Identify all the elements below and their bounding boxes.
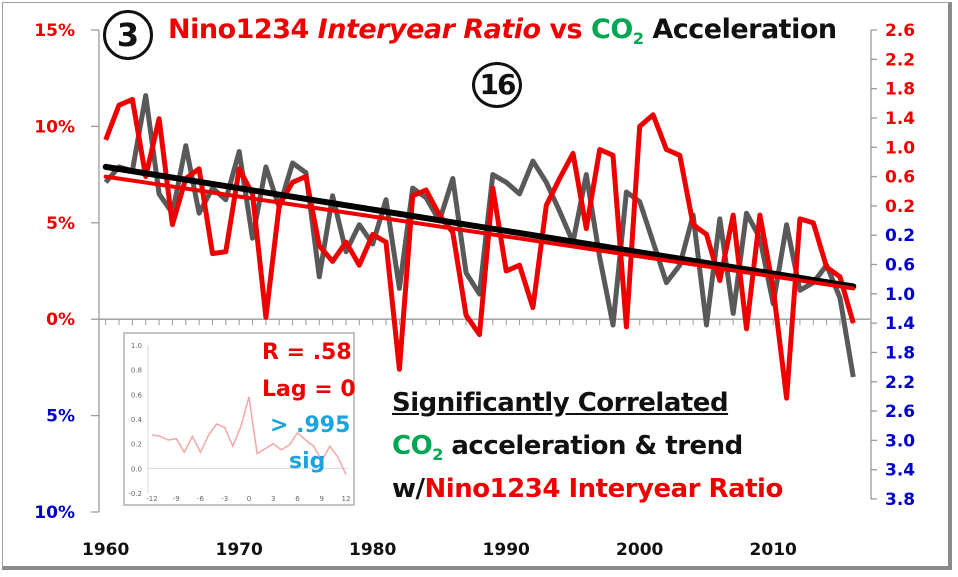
inset-x-tick-label: 3 [271, 495, 275, 503]
right-axis-tick-label: 3.8 [885, 490, 915, 510]
badge-3: 3 [103, 10, 153, 60]
inset-x-tick-label: 6 [295, 495, 300, 503]
title-acceleration: Acceleration [643, 14, 837, 45]
right-axis-tick-label: 1.0 [885, 285, 915, 305]
right-axis-tick-label: 0.2 [885, 226, 915, 246]
inset-y-tick-label: 1.0 [131, 342, 142, 350]
title-co2: CO [591, 14, 633, 45]
right-axis-tick-label: 2.6 [885, 402, 915, 422]
inset-sig-word: sig [289, 449, 326, 474]
right-axis-tick-label: 2.2 [885, 50, 915, 70]
annotation-acceleration-trend: acceleration & trend [442, 431, 743, 461]
title-nino: Nino1234 [168, 14, 318, 45]
inset-lag-label: Lag = 0 [262, 377, 356, 402]
annotation-nino-line: w/Nino1234 Interyear Ratio [392, 474, 783, 504]
inset-x-tick-label: 9 [320, 495, 324, 503]
x-axis-tick-label: 1980 [349, 540, 396, 560]
co2-acceleration-line [103, 93, 856, 378]
annotation-co2-sub: 2 [432, 445, 443, 464]
annotation-co2-line: CO2 acceleration & trend [392, 431, 743, 464]
x-axis-tick-label: 1960 [82, 540, 129, 560]
nino-trend-line [103, 174, 856, 291]
annotation-w: w/ [392, 474, 425, 504]
inset-correlation-line [151, 396, 347, 475]
right-axis-tick-label: 1.8 [885, 343, 915, 363]
nino-ratio-line [103, 96, 856, 401]
badge-16: 16 [472, 62, 522, 108]
inset-panel [123, 332, 355, 506]
inset-x-tick-label: 12 [342, 495, 351, 503]
inset-sig-label: > .995 [270, 413, 351, 438]
right-axis-tick-label: 3.0 [885, 431, 915, 451]
right-axis-tick-label: 1.8 [885, 80, 915, 100]
inset-x-tick-label: 0 [247, 495, 251, 503]
annotation-co2: CO [392, 431, 433, 461]
left-axis-tick-label: 10% [34, 503, 75, 523]
annotation-significant: Significantly Correlated [392, 388, 729, 418]
left-axis-tick-label: 5% [46, 214, 75, 234]
inset-x-tick-label: -12 [146, 495, 157, 503]
co2-trend-line [102, 163, 857, 290]
inset-y-tick-label: 0.6 [131, 391, 143, 399]
left-axis-tick-label: 10% [34, 117, 75, 137]
right-axis-tick-label: 0.6 [885, 168, 915, 188]
x-axis-tick-label: 1970 [216, 540, 263, 560]
title-co2-sub: 2 [632, 29, 644, 48]
right-axis-tick-label: 3.4 [885, 461, 915, 481]
inset-y-tick-label: 0.2 [131, 441, 142, 449]
inset-y-tick-label: 0.4 [131, 416, 143, 424]
title-interyear: Interyear Ratio [317, 14, 541, 45]
inset-x-tick-label: -9 [173, 495, 180, 503]
inset-y-tick-label: -0.2 [128, 490, 142, 498]
inset-x-tick-label: -6 [197, 495, 205, 503]
left-axis-tick-label: 0% [46, 310, 75, 330]
left-axis-tick-label: 5% [46, 407, 75, 427]
inset-y-tick-label: 0.8 [131, 367, 142, 375]
inset-r-label: R = .58 [262, 340, 352, 365]
right-axis-tick-label: 1.4 [885, 109, 915, 129]
right-axis-tick-label: 1.4 [885, 314, 915, 334]
left-axis-tick-label: 15% [34, 21, 75, 41]
right-axis-tick-label: 0.2 [885, 197, 915, 217]
title-vs: vs [540, 14, 592, 45]
x-axis-tick-label: 2000 [616, 540, 663, 560]
x-axis-tick-label: 2010 [750, 540, 797, 560]
right-axis-tick-label: 1.0 [885, 138, 915, 158]
x-axis-tick-label: 1990 [483, 540, 530, 560]
inset-y-tick-label: 0.0 [131, 465, 142, 473]
right-axis-tick-label: 0.6 [885, 256, 915, 276]
right-axis-tick-label: 2.6 [885, 21, 915, 41]
inset-x-tick-label: -3 [221, 495, 228, 503]
annotation-nino: Nino1234 Interyear Ratio [424, 474, 784, 504]
chart-title: Nino1234 Interyear Ratio vs CO2 Accelera… [168, 14, 837, 48]
right-axis-tick-label: 2.2 [885, 373, 915, 393]
